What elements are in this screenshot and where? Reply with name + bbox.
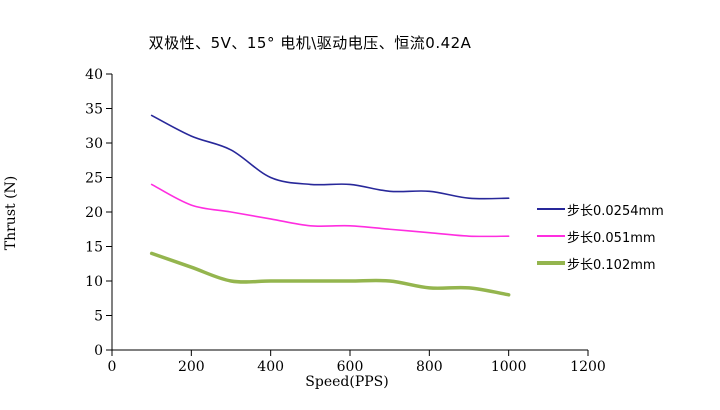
x-tick-label: 0 <box>108 359 117 375</box>
legend-item: 步长0.0254mm <box>537 201 664 219</box>
legend-item: 步长0.102mm <box>537 255 664 273</box>
x-tick-label: 1200 <box>570 359 606 375</box>
series-line-1 <box>150 183 510 238</box>
y-tick-label: 0 <box>94 343 103 359</box>
series-line-2 <box>149 251 511 297</box>
x-tick-label: 800 <box>416 359 443 375</box>
x-axis-label: Speed(PPS) <box>305 374 389 390</box>
x-tick-label: 600 <box>337 359 364 375</box>
legend-label: 步长0.102mm <box>567 257 656 273</box>
y-tick-label: 20 <box>85 205 103 221</box>
y-tick-label: 40 <box>85 67 103 83</box>
series-line-0 <box>150 114 510 200</box>
legend-line-swatch <box>537 235 565 237</box>
y-tick-label: 15 <box>85 240 103 256</box>
chart-title: 双极性、5V、15° 电机\驱动电压、恒流0.42A <box>148 34 472 52</box>
legend-label: 步长0.0254mm <box>567 203 664 219</box>
legend-label: 步长0.051mm <box>567 230 656 246</box>
y-tick-label: 35 <box>85 102 103 118</box>
y-axis-label: Thrust (N) <box>3 175 19 251</box>
x-tick-label: 400 <box>257 359 284 375</box>
y-tick-label: 10 <box>85 274 103 290</box>
y-tick-label: 25 <box>85 171 103 187</box>
y-tick-label: 5 <box>94 309 103 325</box>
x-tick-label: 1000 <box>491 359 527 375</box>
legend: 步长0.0254mm 步长0.051mm 步长0.102mm <box>537 201 664 273</box>
legend-line-swatch <box>537 208 565 210</box>
x-tick-label: 200 <box>178 359 205 375</box>
y-tick-label: 30 <box>85 136 103 152</box>
legend-item: 步长0.051mm <box>537 228 664 246</box>
legend-line-swatch <box>537 261 565 265</box>
